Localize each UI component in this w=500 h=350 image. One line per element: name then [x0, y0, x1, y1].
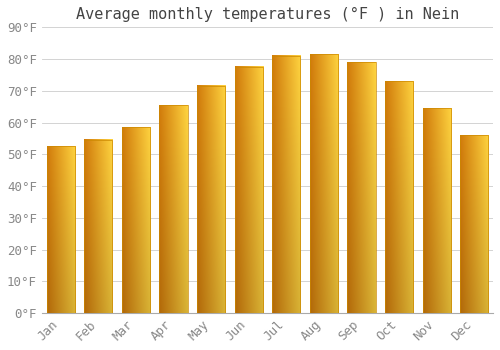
Bar	[160, 105, 188, 313]
Bar	[272, 56, 300, 313]
Bar	[385, 81, 413, 313]
Bar	[422, 108, 451, 313]
Bar	[197, 86, 225, 313]
Bar	[46, 146, 74, 313]
Bar	[348, 62, 376, 313]
Bar	[348, 62, 376, 313]
Bar	[122, 127, 150, 313]
Bar	[46, 146, 74, 313]
Bar	[385, 81, 413, 313]
Bar	[460, 135, 488, 313]
Bar	[84, 140, 112, 313]
Bar	[422, 108, 451, 313]
Title: Average monthly temperatures (°F ) in Nein: Average monthly temperatures (°F ) in Ne…	[76, 7, 459, 22]
Bar	[310, 54, 338, 313]
Bar	[460, 135, 488, 313]
Bar	[160, 105, 188, 313]
Bar	[234, 67, 262, 313]
Bar	[197, 86, 225, 313]
Bar	[272, 56, 300, 313]
Bar	[234, 67, 262, 313]
Bar	[122, 127, 150, 313]
Bar	[84, 140, 112, 313]
Bar	[310, 54, 338, 313]
